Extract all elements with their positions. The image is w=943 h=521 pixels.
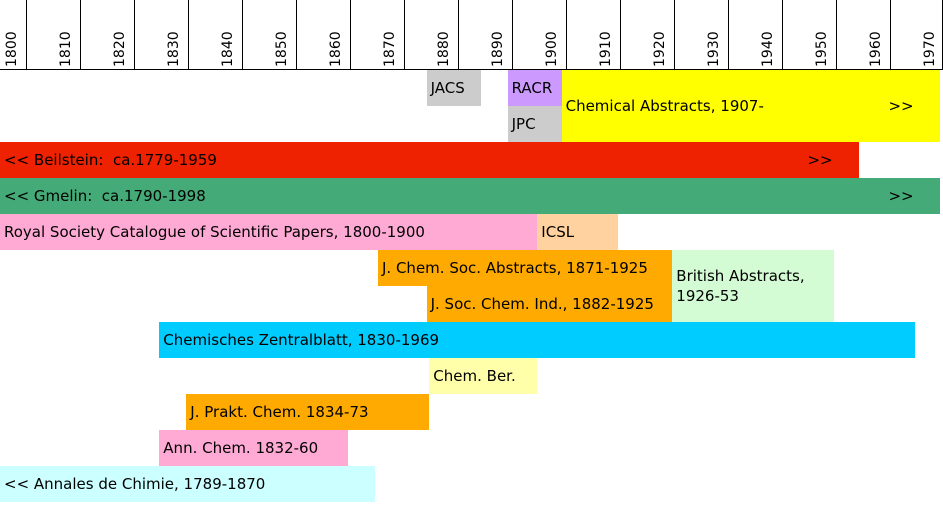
- tick-line-1960: [890, 0, 891, 70]
- tick-label-1830: 1830: [166, 31, 182, 67]
- tick-label-1870: 1870: [382, 31, 398, 67]
- tick-label-1900: 1900: [544, 31, 560, 67]
- tick-label-1950: 1950: [814, 31, 830, 67]
- tick-label-1940: 1940: [760, 31, 776, 67]
- bar-jsci: J. Soc. Chem. Ind., 1882-1925: [426, 286, 673, 322]
- tick-label-1960: 1960: [868, 31, 884, 67]
- bar-label-zentralblatt: Chemisches Zentralblatt, 1830-1969: [163, 331, 440, 349]
- bar-chem-ber: Chem. Ber.: [429, 358, 538, 394]
- bar-label-jacs: JACS: [430, 79, 465, 97]
- bar-british-abstracts: British Abstracts, 1926-53: [672, 250, 835, 322]
- tick-line-1840: [242, 0, 243, 70]
- year-axis: 1800 1810 1820 1830 1840 1850 1860 1870 1880 1890…: [0, 0, 943, 70]
- tick-label-1800: 1800: [4, 31, 20, 67]
- bar-ann-chem: Ann. Chem. 1832-60: [159, 430, 349, 466]
- tick-label-1920: 1920: [652, 31, 668, 67]
- bar-beilstein: << Beilstein: ca.1779-1959 >>: [0, 142, 859, 178]
- bar-jacs: JACS: [426, 70, 481, 106]
- tick-line-1950: [836, 0, 837, 70]
- tick-line-1810: [80, 0, 81, 70]
- tick-line-1830: [188, 0, 189, 70]
- bar-jcs-abstracts: J. Chem. Soc. Abstracts, 1871-1925: [378, 250, 673, 286]
- tick-line-1940: [782, 0, 783, 70]
- tick-label-1850: 1850: [274, 31, 290, 67]
- bar-label-jsci: J. Soc. Chem. Ind., 1882-1925: [430, 295, 654, 313]
- tick-line-1880: [458, 0, 459, 70]
- bar-jpc: JPC: [507, 106, 562, 142]
- bar-label-beilstein: << Beilstein: ca.1779-1959: [4, 151, 217, 169]
- tick-label-1880: 1880: [436, 31, 452, 67]
- bar-label-gmelin: << Gmelin: ca.1790-1998: [4, 187, 206, 205]
- bar-label-chem-ber: Chem. Ber.: [433, 367, 516, 385]
- bar-royal-society: Royal Society Catalogue of Scientific Pa…: [0, 214, 538, 250]
- bar-zentralblatt: Chemisches Zentralblatt, 1830-1969: [159, 322, 916, 358]
- continues-right-arrow: >>: [888, 97, 914, 115]
- tick-line-1930: [728, 0, 729, 70]
- tick-label-1810: 1810: [58, 31, 74, 67]
- tick-line-1800: [26, 0, 27, 70]
- bar-label-chemical-abstracts: Chemical Abstracts, 1907-: [565, 97, 764, 115]
- bar-label-annales-chimie: << Annales de Chimie, 1789-1870: [4, 475, 266, 493]
- tick-line-1920: [674, 0, 675, 70]
- tick-label-1890: 1890: [490, 31, 506, 67]
- tick-line-1870: [404, 0, 405, 70]
- bar-label-jpc: JPC: [511, 115, 536, 133]
- tick-line-1900: [566, 0, 567, 70]
- bar-label-racr: RACR: [511, 79, 553, 97]
- bar-jprakt: J. Prakt. Chem. 1834-73: [186, 394, 430, 430]
- bar-racr: RACR: [507, 70, 562, 106]
- bar-label-jprakt: J. Prakt. Chem. 1834-73: [190, 403, 369, 421]
- bar-label-ann-chem: Ann. Chem. 1832-60: [163, 439, 319, 457]
- tick-label-1820: 1820: [112, 31, 128, 67]
- tick-line-1860: [350, 0, 351, 70]
- continues-right-arrow: >>: [807, 151, 833, 169]
- bar-annales-chimie: << Annales de Chimie, 1789-1870: [0, 466, 376, 502]
- bar-label-british-abstracts: British Abstracts, 1926-53: [676, 267, 805, 305]
- bar-label-royal-society: Royal Society Catalogue of Scientific Pa…: [4, 223, 425, 241]
- tick-label-1970: 1970: [922, 31, 938, 67]
- tick-line-1850: [296, 0, 297, 70]
- tick-line-1890: [512, 0, 513, 70]
- tick-label-1860: 1860: [328, 31, 344, 67]
- bar-label-icsl: ICSL: [541, 223, 575, 241]
- tick-line-1910: [620, 0, 621, 70]
- bar-gmelin: << Gmelin: ca.1790-1998 >>: [0, 178, 940, 214]
- bar-label-jcs-abstracts: J. Chem. Soc. Abstracts, 1871-1925: [382, 259, 648, 277]
- tick-label-1930: 1930: [706, 31, 722, 67]
- tick-label-1840: 1840: [220, 31, 236, 67]
- tick-label-1910: 1910: [598, 31, 614, 67]
- continues-right-arrow: >>: [888, 187, 914, 205]
- bar-chemical-abstracts: Chemical Abstracts, 1907- >>: [561, 70, 940, 142]
- bar-icsl: ICSL: [537, 214, 619, 250]
- tick-line-1820: [134, 0, 135, 70]
